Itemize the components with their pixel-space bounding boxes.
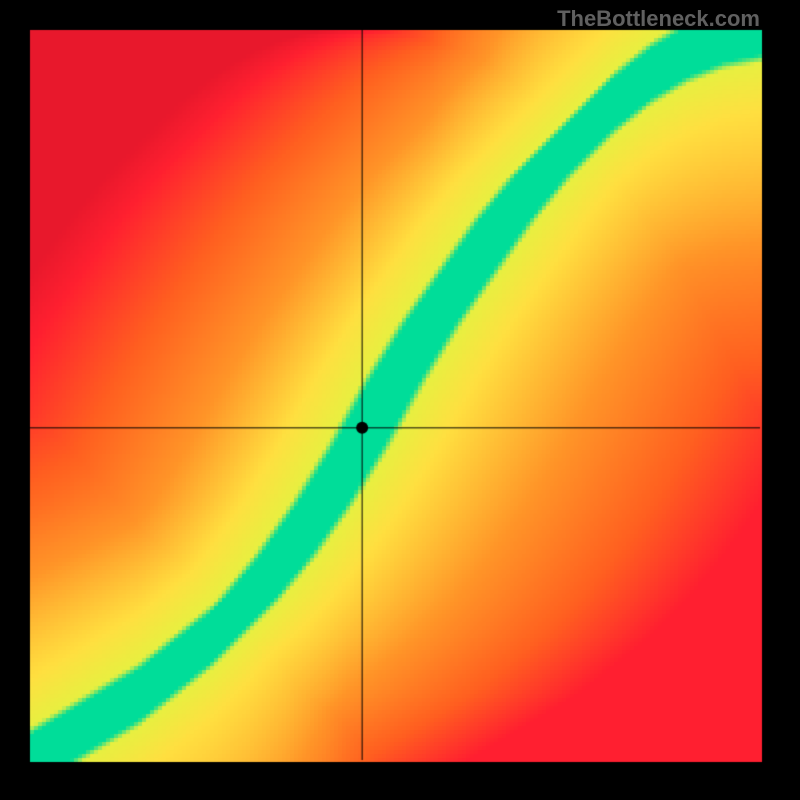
bottleneck-heatmap <box>0 0 800 800</box>
watermark-text: TheBottleneck.com <box>557 6 760 32</box>
